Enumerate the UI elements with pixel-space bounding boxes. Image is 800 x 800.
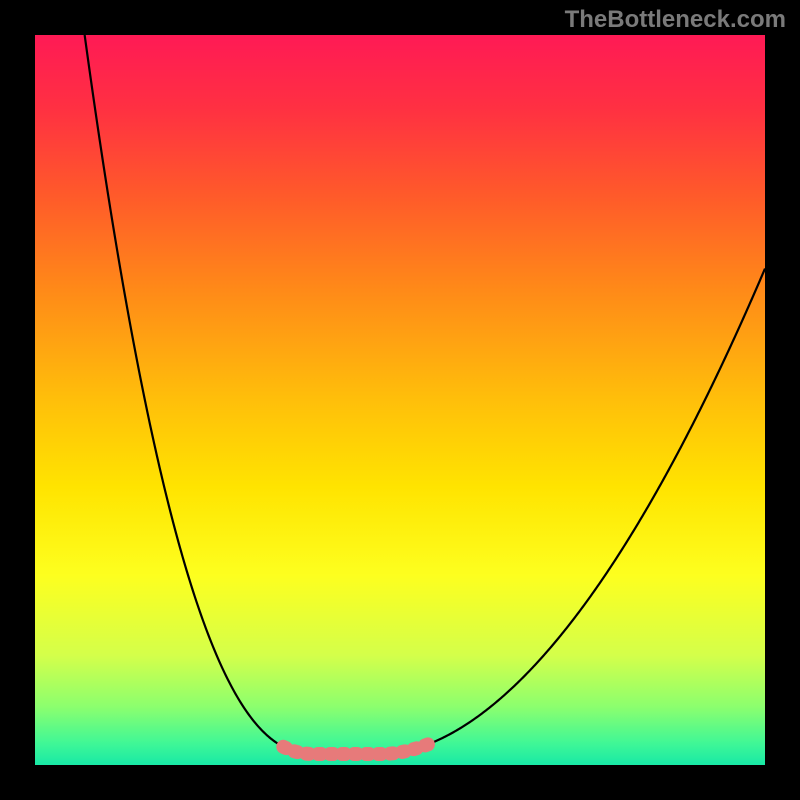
watermark-text: TheBottleneck.com	[565, 6, 786, 34]
chart-container: TheBottleneck.com	[0, 0, 800, 800]
bottleneck-chart	[0, 0, 800, 800]
